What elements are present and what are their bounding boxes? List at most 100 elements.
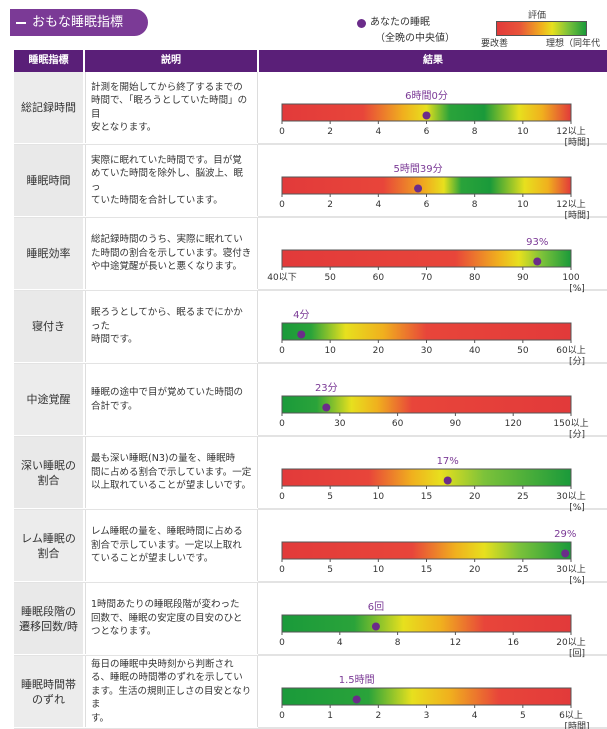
metric-result: 0 30 60 90 120 150以上 [分] 23分 [258, 364, 607, 440]
tick-label: 16 [507, 638, 519, 648]
metric-result: 0 4 8 12 16 20以上 [回] 6回 [258, 583, 607, 659]
table-row: 総記録時間 計測を開始してから終了するまでの時間で、「眠ろうとしていた時間」の目安… [14, 72, 607, 148]
result-scale: 0 5 10 15 20 25 30以上[%] 17% [279, 456, 586, 513]
tick-label: 25 [517, 565, 528, 575]
description-line: めていた時間を除外し、脳波上、眠っ [91, 168, 244, 193]
metric-result: 0 5 10 15 20 25 30以上 [%] 29% [258, 510, 607, 586]
metric-name: 中途覚醒 [14, 364, 83, 435]
tick-label: 25 [517, 492, 528, 502]
description-line: 毎日の睡眠中央時刻から判断され [91, 658, 234, 670]
tick-label: 100 [562, 273, 579, 283]
tick-label: 10 [517, 200, 529, 210]
median-dot [561, 549, 570, 558]
unit-label: [回] [569, 648, 585, 659]
tick-label: 12以上 [556, 126, 585, 137]
result-scale: 0 10 20 30 40 50 60以上[分] 4分 [279, 309, 586, 367]
result-value: 5時間39分 [394, 163, 443, 175]
description-line: 睡眠の途中で目が覚めていた時間の [91, 387, 244, 398]
tick-label: 20 [469, 492, 481, 502]
tick-label: 20 [373, 346, 385, 356]
metric-name: 総記録時間 [14, 72, 83, 143]
scale-bar [281, 687, 572, 706]
result-scale: 40以下 50 60 70 80 90 100[%] 93% [267, 237, 585, 294]
unit-label: [%] [569, 284, 585, 294]
description-line: 回数で、睡眠の安定度の目安のひと [91, 612, 243, 624]
median-dot [352, 695, 361, 704]
unit-label: [%] [569, 576, 585, 586]
tick-label: 15 [421, 565, 432, 575]
tick-label: 40 [469, 346, 481, 356]
description-line: 時間で、「眠ろうとしていた時間」の目 [91, 95, 248, 120]
table-header: 睡眠指標 説明 結果 [14, 50, 607, 72]
description-line: 眠ろうとしてから、眠るまでにかかった [91, 307, 243, 332]
result-value: 6回 [368, 601, 384, 613]
tick-label: 12 [450, 638, 461, 648]
description-line: ていることが望ましいです。 [91, 553, 214, 565]
description-line: ます。生活の規則正しさの目安となりま [91, 685, 252, 711]
result-scale: 0 2 4 6 8 10 12以上[時間] 5時間39分 [279, 163, 589, 221]
description-line: 計測を開始してから終了するまでの [91, 81, 243, 93]
unit-label: [時間] [564, 137, 589, 148]
scale-bar [281, 541, 572, 560]
description-line: 安となります。 [91, 122, 157, 133]
description-line: 時間です。 [91, 334, 138, 346]
scale-bar [281, 395, 572, 414]
metric-description: 総記録時間のうち、実際に眠れてい た時間の割合を示しています。寝付き や中途覚醒が長… [85, 218, 258, 289]
description-line: 最も深い睡眠(N3)の量を、睡眠時 [91, 453, 236, 465]
tick-label: 90 [517, 273, 529, 283]
tick-label: 150以上 [553, 418, 588, 429]
tick-label: 2 [375, 711, 381, 721]
metric-description: 眠ろうとしてから、眠るまでにかかった時間です。 [85, 291, 258, 362]
tick-label: 50 [324, 273, 336, 283]
tick-label: 2 [327, 127, 333, 137]
median-dot [443, 476, 452, 485]
median-dot [422, 111, 431, 120]
header-result: 結果 [259, 50, 607, 72]
tick-label: 0 [279, 565, 285, 575]
unit-label: [分] [569, 429, 585, 440]
tick-label: 12以上 [556, 199, 585, 210]
metric-name: 睡眠効率 [14, 218, 83, 289]
median-dot [322, 403, 331, 412]
tick-label: 8 [472, 200, 478, 210]
result-value: 23分 [315, 382, 338, 394]
description-line: 1時間あたりの睡眠段階が変わった [91, 599, 240, 611]
tick-label: 6 [424, 127, 430, 137]
unit-label: [時間] [564, 210, 589, 221]
tick-label: 4 [375, 200, 381, 210]
result-value: 29% [554, 529, 576, 540]
result-scale: 0 4 8 12 16 20以上[回] 6回 [279, 601, 586, 659]
table-row: 寝付き 眠ろうとしてから、眠るまでにかかった 時間です。 0 10 20 30 40 50 60以… [14, 291, 607, 367]
tick-label: 1 [327, 711, 333, 721]
tick-label: 0 [279, 711, 285, 721]
description-line: 間に占める割合で示しています。一定 [91, 466, 252, 478]
result-scale: 0 2 4 6 8 10 12以上[時間] 6時間0分 [279, 90, 589, 148]
metric-result: 0 10 20 30 40 50 60以上 [分] 4分 [258, 291, 607, 367]
scale-bar [281, 468, 572, 487]
tick-label: 4 [472, 711, 478, 721]
table-row: 中途覚醒 睡眠の途中で目が覚めていた時間の 合計です。 0 30 60 90 120 150以上… [14, 364, 607, 440]
tick-label: 8 [395, 638, 401, 648]
metric-result: 0 2 4 6 8 10 12以上 [時間] 5時間39分 [258, 145, 607, 221]
metric-name: レム睡眠の割合 [14, 510, 83, 581]
section-title-pill: おもな睡眠指標 [10, 9, 148, 36]
legend-evaluation: 評価 [528, 11, 547, 21]
median-dot [533, 257, 542, 266]
result-scale: 0 5 10 15 20 25 30以上[%] 29% [279, 529, 586, 586]
metric-result: 0 2 4 6 8 10 12以上 [時間] 6時間0分 [258, 72, 607, 148]
tick-label: 4 [337, 638, 343, 648]
result-value: 93% [526, 237, 548, 248]
legend-dot-icon [357, 19, 366, 28]
tick-label: 0 [279, 492, 285, 502]
median-dot [414, 184, 423, 193]
tick-label: 20以上 [556, 637, 585, 648]
tick-label: 0 [279, 346, 285, 356]
tick-label: 15 [421, 492, 432, 502]
tick-label: 5 [327, 492, 333, 502]
description-line: や中途覚醒が長いと悪くなります。 [91, 261, 243, 273]
tick-label: 6以上 [559, 710, 583, 721]
tick-label: 30 [334, 419, 346, 429]
table-row: 睡眠効率 総記録時間のうち、実際に眠れてい た時間の割合を示しています。寝付き や中途… [14, 218, 607, 294]
tick-label: 40以下 [267, 273, 296, 283]
legend-gradient-bar [496, 21, 587, 36]
